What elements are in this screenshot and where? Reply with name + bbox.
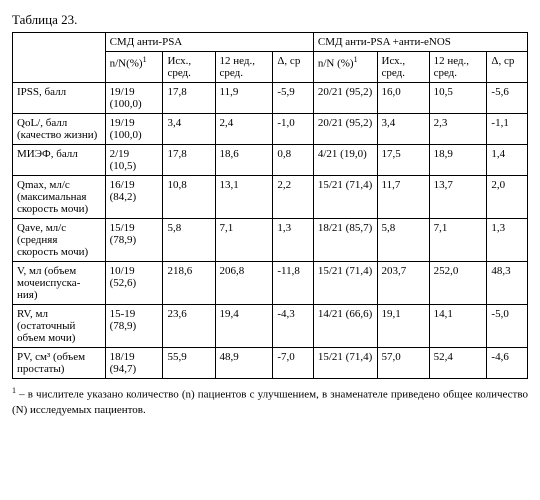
cell-d2: 1,4 (487, 145, 528, 176)
row-label: МИЭФ, балл (13, 145, 106, 176)
table-title: Таблица 23. (12, 12, 528, 28)
cell-b1: 19,4 (215, 305, 273, 348)
cell-n1: 19/19 (100,0) (105, 114, 163, 145)
header-param (13, 33, 106, 83)
table-body: IPSS, балл19/19 (100,0)17,811,9-5,920/21… (13, 83, 528, 379)
header-nN1: n/N(%)1 (105, 52, 163, 83)
cell-n2: 4/21 (19,0) (313, 145, 377, 176)
cell-n2: 15/21 (71,4) (313, 176, 377, 219)
row-label: IPSS, балл (13, 83, 106, 114)
row-label: Qave, мл/с (средняя скорость мочи) (13, 219, 106, 262)
cell-d1: -4,3 (273, 305, 314, 348)
header-ish1: Исх., сред. (163, 52, 215, 83)
cell-b1: 48,9 (215, 348, 273, 379)
table-row: IPSS, балл19/19 (100,0)17,811,9-5,920/21… (13, 83, 528, 114)
cell-d1: 2,2 (273, 176, 314, 219)
header-group2: СМД анти-PSA +анти-eNOS (313, 33, 527, 52)
cell-n2: 15/21 (71,4) (313, 348, 377, 379)
cell-b2: 10,5 (429, 83, 487, 114)
cell-a2: 203,7 (377, 262, 429, 305)
cell-n1: 18/19 (94,7) (105, 348, 163, 379)
clinical-data-table: СМД анти-PSA СМД анти-PSA +анти-eNOS n/N… (12, 32, 528, 379)
row-label: QoL/, балл (качество жизни) (13, 114, 106, 145)
cell-d2: -5,0 (487, 305, 528, 348)
table-row: МИЭФ, балл2/19 (10,5)17,818,60,84/21 (19… (13, 145, 528, 176)
cell-a2: 11,7 (377, 176, 429, 219)
table-row: Qmax, мл/с (максимальная скорость мочи)1… (13, 176, 528, 219)
cell-a2: 16,0 (377, 83, 429, 114)
cell-b2: 18,9 (429, 145, 487, 176)
cell-a1: 17,8 (163, 145, 215, 176)
cell-b1: 206,8 (215, 262, 273, 305)
cell-d2: -1,1 (487, 114, 528, 145)
cell-a1: 5,8 (163, 219, 215, 262)
header-delta1: Δ, ср (273, 52, 314, 83)
row-label: V, мл (объем мочеиспуска-ния) (13, 262, 106, 305)
cell-a1: 55,9 (163, 348, 215, 379)
cell-b2: 2,3 (429, 114, 487, 145)
cell-a2: 57,0 (377, 348, 429, 379)
cell-a2: 3,4 (377, 114, 429, 145)
cell-b2: 13,7 (429, 176, 487, 219)
cell-d2: -5,6 (487, 83, 528, 114)
header-delta2: Δ, ср (487, 52, 528, 83)
header-nN2: n/N (%)1 (313, 52, 377, 83)
row-label: Qmax, мл/с (максимальная скорость мочи) (13, 176, 106, 219)
cell-d1: -1,0 (273, 114, 314, 145)
table-row: Qave, мл/с (средняя скорость мочи)15/19 … (13, 219, 528, 262)
cell-b2: 52,4 (429, 348, 487, 379)
header-group1: СМД анти-PSA (105, 33, 313, 52)
footnote: 1 – в числителе указано количество (n) п… (12, 385, 528, 418)
cell-d2: 2,0 (487, 176, 528, 219)
cell-b2: 252,0 (429, 262, 487, 305)
cell-n2: 14/21 (66,6) (313, 305, 377, 348)
cell-a1: 3,4 (163, 114, 215, 145)
table-row: QoL/, балл (качество жизни)19/19 (100,0)… (13, 114, 528, 145)
header-ish2: Исх., сред. (377, 52, 429, 83)
cell-b2: 14,1 (429, 305, 487, 348)
cell-d2: -4,6 (487, 348, 528, 379)
cell-a2: 5,8 (377, 219, 429, 262)
cell-n2: 20/21 (95,2) (313, 83, 377, 114)
table-row: PV, см³ (объем простаты)18/19 (94,7)55,9… (13, 348, 528, 379)
cell-n2: 20/21 (95,2) (313, 114, 377, 145)
cell-n1: 15-19 (78,9) (105, 305, 163, 348)
row-label: RV, мл (остаточный объем мочи) (13, 305, 106, 348)
header-12wk2: 12 нед., сред. (429, 52, 487, 83)
cell-d1: 1,3 (273, 219, 314, 262)
row-label: PV, см³ (объем простаты) (13, 348, 106, 379)
cell-d1: -5,9 (273, 83, 314, 114)
cell-b1: 13,1 (215, 176, 273, 219)
cell-b1: 11,9 (215, 83, 273, 114)
cell-d1: -7,0 (273, 348, 314, 379)
cell-d2: 48,3 (487, 262, 528, 305)
cell-n2: 18/21 (85,7) (313, 219, 377, 262)
cell-d1: 0,8 (273, 145, 314, 176)
cell-b1: 18,6 (215, 145, 273, 176)
table-row: V, мл (объем мочеиспуска-ния)10/19 (52,6… (13, 262, 528, 305)
cell-a1: 23,6 (163, 305, 215, 348)
cell-a1: 218,6 (163, 262, 215, 305)
cell-b1: 2,4 (215, 114, 273, 145)
cell-d2: 1,3 (487, 219, 528, 262)
cell-a2: 17,5 (377, 145, 429, 176)
cell-b1: 7,1 (215, 219, 273, 262)
cell-a1: 17,8 (163, 83, 215, 114)
cell-n1: 10/19 (52,6) (105, 262, 163, 305)
cell-b2: 7,1 (429, 219, 487, 262)
cell-a1: 10,8 (163, 176, 215, 219)
cell-n1: 15/19 (78,9) (105, 219, 163, 262)
cell-n2: 15/21 (71,4) (313, 262, 377, 305)
cell-a2: 19,1 (377, 305, 429, 348)
cell-n1: 16/19 (84,2) (105, 176, 163, 219)
cell-n1: 2/19 (10,5) (105, 145, 163, 176)
table-row: RV, мл (остаточный объем мочи)15-19 (78,… (13, 305, 528, 348)
cell-n1: 19/19 (100,0) (105, 83, 163, 114)
header-12wk1: 12 нед., сред. (215, 52, 273, 83)
cell-d1: -11,8 (273, 262, 314, 305)
